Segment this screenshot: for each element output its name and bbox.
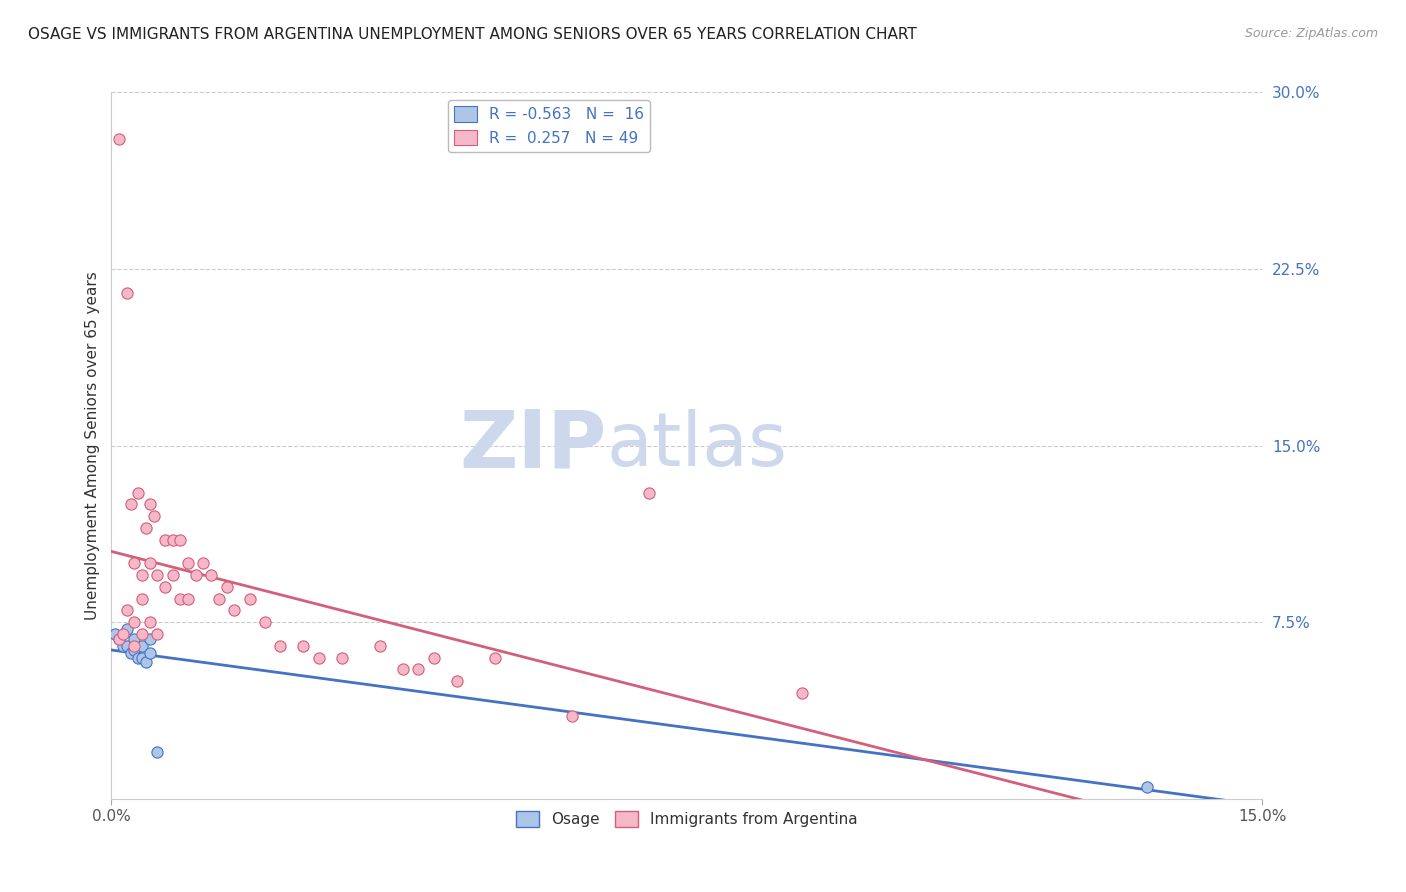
Point [108,132,131,146]
Point [111,627,134,641]
Point [446,674,468,689]
Point [484,650,506,665]
Point [162,568,184,582]
Point [253,615,276,630]
Text: atlas: atlas [606,409,787,482]
Point [153,533,176,547]
Point [139,646,162,660]
Point [392,662,415,676]
Point [200,568,222,582]
Point [124,632,146,646]
Point [124,643,146,657]
Point [115,603,138,617]
Point [111,639,134,653]
Point [292,639,315,653]
Point [224,603,246,617]
Point [139,557,162,571]
Point [120,498,142,512]
Point [193,557,215,571]
Point [422,650,444,665]
Point [177,591,200,606]
Point [146,568,169,582]
Point [135,521,157,535]
Point [330,650,353,665]
Point [162,533,184,547]
Point [408,662,430,676]
Point [215,580,238,594]
Point [115,639,138,653]
Point [131,639,153,653]
Point [127,650,149,665]
Point [637,485,659,500]
Point [269,639,291,653]
Point [184,568,207,582]
Point [368,639,391,653]
Text: ZIP: ZIP [460,407,606,484]
Point [169,591,191,606]
Point [142,509,165,524]
Point [139,615,162,630]
Text: Source: ZipAtlas.com: Source: ZipAtlas.com [1244,27,1378,40]
Point [135,655,157,669]
Point [108,632,131,646]
Point [139,632,162,646]
Point [1136,780,1159,794]
Point [115,285,138,300]
Legend: Osage, Immigrants from Argentina: Osage, Immigrants from Argentina [510,805,863,834]
Point [139,498,162,512]
Point [104,627,127,641]
Point [790,686,813,700]
Point [124,639,146,653]
Point [127,485,149,500]
Point [131,650,153,665]
Point [120,646,142,660]
Point [561,709,583,723]
Point [146,745,169,759]
Point [115,622,138,636]
Point [124,557,146,571]
Text: OSAGE VS IMMIGRANTS FROM ARGENTINA UNEMPLOYMENT AMONG SENIORS OVER 65 YEARS CORR: OSAGE VS IMMIGRANTS FROM ARGENTINA UNEMP… [28,27,917,42]
Y-axis label: Unemployment Among Seniors over 65 years: Unemployment Among Seniors over 65 years [86,271,100,620]
Point [131,627,153,641]
Point [208,591,231,606]
Point [146,627,169,641]
Point [169,533,191,547]
Point [131,591,153,606]
Point [238,591,260,606]
Point [108,632,131,646]
Point [124,615,146,630]
Point [131,568,153,582]
Point [308,650,330,665]
Point [153,580,176,594]
Point [177,557,200,571]
